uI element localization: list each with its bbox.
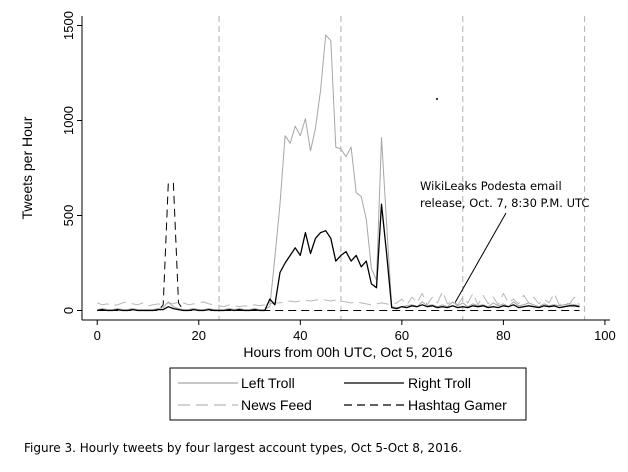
plot-area: 0 20 40 60 80 100 0 500 1000 1500 <box>61 11 616 343</box>
stray-dot <box>436 98 438 100</box>
annotation-line-1: WikiLeaks Podesta email <box>420 179 562 193</box>
series-line-right-troll <box>97 203 580 312</box>
legend: Left Troll Right Troll News Feed Hashtag Ga… <box>169 367 527 421</box>
y-tick-label: 1000 <box>61 106 76 135</box>
x-tick-label: 80 <box>496 328 510 343</box>
legend-label-left-troll: Left Troll <box>241 375 295 391</box>
y-tick-label: 0 <box>61 307 76 314</box>
figure-caption: Figure 3. Hourly tweets by four largest … <box>24 441 462 455</box>
y-tick-label: 1500 <box>61 11 76 40</box>
x-tick-label: 0 <box>94 328 101 343</box>
legend-label-hashtag-gamer: Hashtag Gamer <box>408 397 507 413</box>
annotation: WikiLeaks Podesta email release, Oct. 7,… <box>420 98 589 303</box>
x-tick-label: 40 <box>293 328 307 343</box>
annotation-line-2: release, Oct. 7, 8:30 P.M. UTC <box>420 196 589 210</box>
legend-label-right-troll: Right Troll <box>408 375 471 391</box>
series-line-news-feed <box>97 291 580 308</box>
legend-box <box>169 367 527 421</box>
y-axis-title: Tweets per Hour <box>19 116 35 219</box>
series-line-hashtag-gamer <box>97 182 580 311</box>
series-line-left-troll <box>97 34 580 311</box>
y-ticks: 0 500 1000 1500 <box>61 11 82 314</box>
series-layer <box>97 34 580 312</box>
annotation-arrow <box>454 212 507 303</box>
legend-label-news-feed: News Feed <box>241 397 312 413</box>
x-ticks: 0 20 40 60 80 100 <box>94 320 616 343</box>
x-tick-label: 20 <box>192 328 206 343</box>
x-axis-title: Hours from 00h UTC, Oct 5, 2016 <box>243 344 453 360</box>
x-tick-label: 60 <box>395 328 409 343</box>
x-tick-label: 100 <box>594 328 616 343</box>
reference-lines <box>218 16 586 320</box>
y-tick-label: 500 <box>61 205 76 227</box>
